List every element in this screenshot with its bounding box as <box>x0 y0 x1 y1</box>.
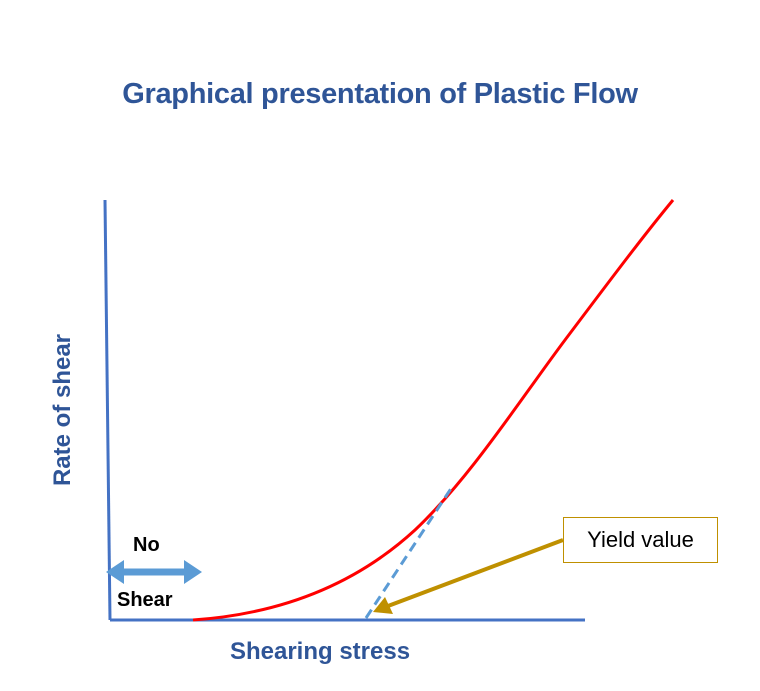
y-axis-label: Rate of shear <box>49 333 76 487</box>
yield-value-callout: Yield value <box>563 517 718 563</box>
no-shear-label-shear: Shear <box>117 589 173 611</box>
flow-curve <box>192 199 675 622</box>
no-shear-label-no: No <box>133 534 160 556</box>
yield-extrapolation-line <box>364 486 454 619</box>
yield-callout-arrow <box>373 538 564 614</box>
x-axis-label: Shearing stress <box>229 638 411 665</box>
yield-value-label: Yield value <box>587 527 694 552</box>
diagram-title: Graphical presentation of Plastic Flow <box>122 78 638 110</box>
y-axis <box>103 199 112 621</box>
no-shear-double-arrow <box>106 560 202 584</box>
